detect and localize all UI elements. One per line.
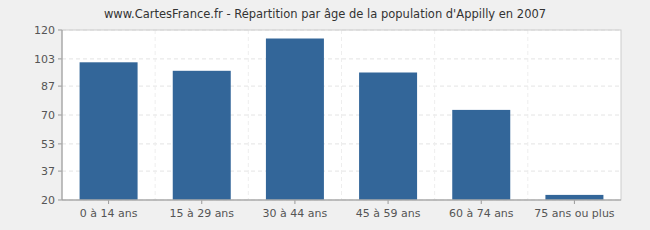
background (0, 0, 650, 230)
bar (545, 195, 603, 200)
y-tick (58, 115, 62, 116)
x-tick-label: 45 à 59 ans (356, 207, 421, 220)
y-tick (58, 30, 62, 31)
grid-line-vertical (341, 30, 342, 200)
bars (80, 39, 604, 201)
bar (266, 39, 324, 201)
x-tick (108, 200, 109, 204)
y-tick-label: 103 (34, 53, 55, 66)
x-tick-label: 30 à 44 ans (263, 207, 328, 220)
chart-container: 20 37 53 70 87 103 120 0 à 14 ans 15 à 29 ans 30 … (0, 0, 650, 230)
y-tick (58, 143, 62, 144)
y-tick-label: 70 (41, 109, 55, 122)
x-tick-label: 60 à 74 ans (449, 207, 514, 220)
y-tick-label: 87 (41, 80, 55, 93)
x-tick (388, 200, 389, 204)
y-tick (58, 200, 62, 201)
x-tick-label: 75 ans ou plus (534, 207, 615, 220)
grid-line-vertical (248, 30, 249, 200)
grid-line (62, 200, 621, 201)
bar (173, 71, 231, 200)
x-tick (201, 200, 202, 204)
y-tick (58, 86, 62, 87)
y-tick-label: 37 (41, 165, 55, 178)
y-tick-label: 20 (41, 194, 55, 207)
y-axis (62, 30, 63, 200)
x-tick (294, 200, 295, 204)
grid-line-vertical (434, 30, 435, 200)
x-tick-label: 15 à 29 ans (169, 207, 234, 220)
plot-frame (62, 30, 621, 200)
y-tick (58, 58, 62, 59)
x-axis (62, 200, 621, 201)
y-tick (58, 171, 62, 172)
grid-line-vertical (527, 30, 528, 200)
plot-area (62, 30, 621, 200)
y-tick-label: 120 (34, 24, 55, 37)
y-tick-label: 53 (41, 138, 55, 151)
bar (359, 73, 417, 201)
chart-svg: 20 37 53 70 87 103 120 0 à 14 ans 15 à 29 ans 30 … (0, 0, 650, 230)
x-tick (574, 200, 575, 204)
x-tick-label: 0 à 14 ans (80, 207, 138, 220)
title: www.CartesFrance.fr - Répartition par âg… (104, 7, 546, 21)
bar (80, 62, 138, 200)
grid-line-vertical (155, 30, 156, 200)
bar (452, 110, 510, 200)
x-tick (481, 200, 482, 204)
